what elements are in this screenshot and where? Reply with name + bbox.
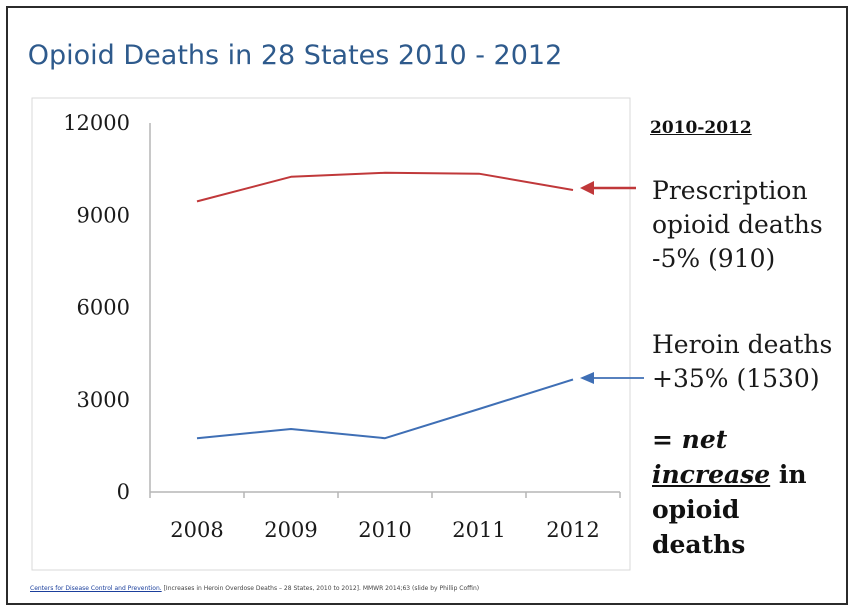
net-line-2: increase in (652, 457, 807, 492)
x-tick-label: 2009 (264, 518, 317, 542)
x-ticks: 2008 2009 2010 2011 2012 (149, 492, 621, 542)
y-tick-label: 9000 (77, 203, 130, 227)
heroin-line-2: +35% (1530) (652, 364, 820, 393)
chart-title: Opioid Deaths in 28 States 2010 - 2012 (27, 40, 563, 71)
prescription-annotation: Prescription opioid deaths -5% (910) (652, 174, 823, 276)
heroin-arrow (580, 372, 644, 384)
x-tick-label: 2010 (358, 518, 411, 542)
x-tick-label: 2011 (452, 518, 505, 542)
prescription-line-2: opioid deaths (652, 210, 823, 239)
source-citation: Centers for Disease Control and Preventi… (30, 585, 830, 592)
prescription-line-3: -5% (910) (652, 244, 776, 273)
net-increase-word: increase (652, 460, 771, 489)
y-ticks: 12000 9000 6000 3000 0 (63, 111, 130, 504)
prescription-line-1: Prescription (652, 176, 808, 205)
heroin-annotation: Heroin deaths +35% (1530) (652, 328, 832, 396)
source-text: [Increases in Heroin Overdose Deaths – 2… (161, 585, 480, 592)
net-eq: = (652, 425, 682, 454)
y-tick-label: 0 (117, 480, 130, 504)
series-lines (196, 171, 574, 440)
net-line-3: opioid (652, 495, 740, 524)
net-word: net (681, 425, 728, 454)
y-tick-label: 12000 (63, 111, 130, 135)
heroin-line-1: Heroin deaths (652, 330, 833, 359)
y-tick-label: 6000 (77, 296, 130, 320)
net-line-1: = net (652, 422, 807, 457)
x-tick-label: 2008 (170, 518, 223, 542)
range-label: 2010-2012 (650, 118, 752, 138)
prescription-arrow (580, 181, 636, 195)
net-increase-note: = net increase in opioid deaths (652, 422, 807, 562)
x-tick-label: 2012 (546, 518, 599, 542)
source-link[interactable]: Centers for Disease Control and Preventi… (30, 585, 162, 592)
net-line-4: deaths (652, 530, 746, 559)
net-in: in (770, 460, 807, 489)
y-tick-label: 3000 (77, 388, 130, 412)
